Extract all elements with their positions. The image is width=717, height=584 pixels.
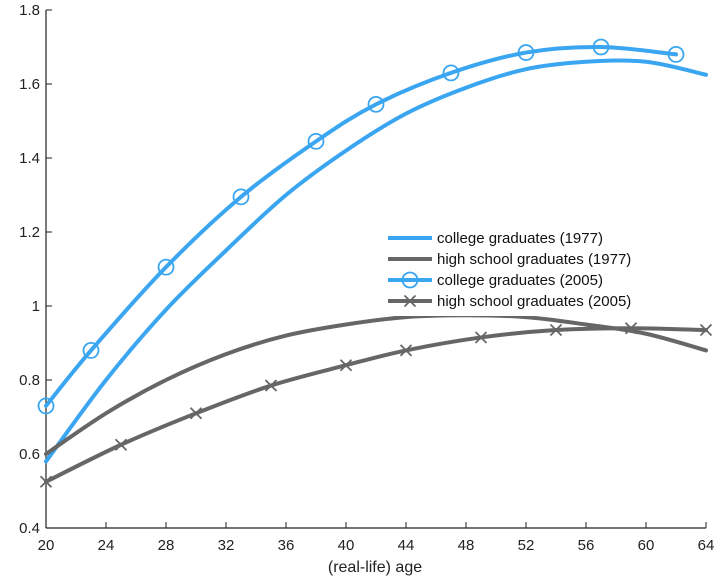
x-marker-stroke (699, 323, 713, 337)
data-point-marker (624, 322, 638, 335)
series-layer (37, 38, 713, 488)
legend-item: high school graduates (1977) (388, 251, 631, 268)
series-4 (39, 322, 713, 488)
x-marker-stroke (474, 331, 488, 344)
x-tick-label: 48 (458, 537, 475, 554)
data-point-marker (592, 38, 610, 56)
x-tick-label: 64 (698, 537, 715, 554)
x-tick-label: 56 (578, 537, 595, 554)
series-2 (44, 313, 708, 456)
series-line (44, 326, 708, 484)
x-tick-label: 32 (218, 537, 235, 554)
series-line (44, 58, 708, 464)
x-tick-label: 28 (158, 537, 175, 554)
data-point-marker (474, 331, 488, 344)
x-marker-stroke (399, 344, 413, 357)
legend: college graduates (1977) high school grad… (378, 226, 688, 316)
y-tick-label: 1 (32, 298, 40, 315)
y-tick-label: 1.8 (19, 2, 40, 19)
legend-item: college graduates (1977) (388, 230, 603, 247)
x-marker-stroke (339, 359, 353, 372)
series-3 (37, 38, 685, 415)
data-point-marker (232, 188, 250, 206)
data-point-marker (399, 344, 413, 357)
x-tick-label: 20 (38, 537, 55, 554)
data-point-marker (82, 341, 100, 359)
data-point-marker (114, 438, 128, 451)
legend-swatch-marker (403, 294, 417, 308)
data-point-marker (517, 44, 535, 61)
data-point-marker (39, 475, 53, 488)
x-tick-label: 36 (278, 537, 295, 554)
y-tick-label: 0.6 (19, 446, 40, 463)
x-marker-stroke (264, 379, 278, 392)
legend-label: college graduates (2005) (437, 272, 603, 289)
data-point-marker (189, 407, 203, 420)
y-tick-label: 1.2 (19, 224, 40, 241)
data-point-marker (367, 95, 385, 113)
legend-item: college graduates (2005) (388, 271, 603, 289)
x-marker-stroke (549, 323, 563, 337)
data-point-marker (264, 379, 278, 392)
x-tick-label: 52 (518, 537, 535, 554)
x-marker-stroke (624, 322, 638, 335)
data-point-marker (667, 46, 685, 63)
y-tick-label: 1.6 (19, 76, 40, 93)
axes: 20 24 28 32 36 40 44 48 52 56 60 64 0.4 0.6 0.8 1 1.2 1.4… (19, 2, 714, 554)
y-tick-label: 1.4 (19, 150, 40, 167)
series-line (44, 313, 708, 456)
data-point-marker (442, 64, 460, 82)
legend-swatch-marker (401, 271, 419, 289)
series-line (44, 44, 678, 408)
data-point-marker (37, 397, 55, 415)
legend-label: high school graduates (2005) (437, 293, 631, 310)
data-point-marker (549, 323, 563, 337)
legend-label: high school graduates (1977) (437, 251, 631, 268)
x-tick-label: 24 (98, 537, 115, 554)
y-tick-label: 0.8 (19, 372, 40, 389)
y-tick-label: 0.4 (19, 520, 40, 537)
data-point-marker (157, 258, 175, 276)
data-point-marker (307, 132, 325, 150)
x-tick-label: 60 (638, 537, 655, 554)
x-marker-stroke (189, 407, 203, 420)
series-1 (44, 58, 708, 464)
x-tick-label: 44 (398, 537, 415, 554)
x-marker-stroke (39, 475, 53, 488)
x-marker-stroke (114, 438, 128, 451)
x-marker-stroke (403, 294, 417, 308)
legend-item: high school graduates (2005) (388, 293, 631, 310)
legend-label: college graduates (1977) (437, 230, 603, 247)
data-point-marker (699, 323, 713, 337)
x-tick-label: 40 (338, 537, 355, 554)
x-axis-title: (real-life) age (328, 559, 422, 576)
data-point-marker (339, 359, 353, 372)
